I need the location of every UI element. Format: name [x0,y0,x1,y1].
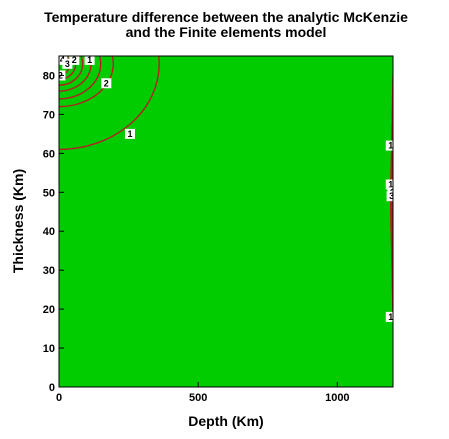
chart-title-line1: Temperature difference between the analy… [44,9,408,25]
y-tick-label: 60 [43,148,55,160]
contour-label: 1 [127,129,132,139]
contour-label-bg [386,191,393,202]
contour-label-bg [385,140,393,151]
y-axis-label: Thickness (Km) [10,169,26,273]
y-axis: 0 10 20 30 40 50 60 70 80 [43,70,64,394]
contour-label: 3 [65,59,70,69]
y-tick-label: 50 [43,187,55,199]
x-tick-label: 500 [189,392,207,404]
x-axis-label: Depth (Km) [188,413,263,429]
contour-label: 3 [389,191,394,201]
x-tick-label: 0 [56,392,62,404]
x-tick-label: 1000 [325,392,349,404]
contour-label-bg [385,311,393,322]
y-tick-label: 10 [43,343,55,355]
y-tick-label: 30 [43,265,55,277]
x-axis: 0 500 1000 [56,382,350,404]
contour-label: 1 [388,141,393,151]
contour-label: 1 [388,312,393,322]
contour-label-bg [62,58,73,69]
contour-label: 1 [87,55,92,65]
contour-line [59,56,160,151]
contour-label-bg [69,56,80,65]
chart-title-line2: and the Finite elements model [126,24,327,40]
contour-label: 2 [72,55,77,65]
contour-label: 4 [60,55,65,65]
contour-label: 2 [104,78,109,88]
contour-label-bg [385,179,393,190]
y-tick-label: 40 [43,226,55,238]
y-tick-label: 70 [43,109,55,121]
y-tick-label: 0 [49,382,55,394]
contour-label: 1 [388,180,393,190]
contour-label-bg [124,128,135,139]
contour-label-bg [84,56,95,65]
contour-line [59,56,102,100]
plot-frame [58,55,394,388]
contour-line [59,56,114,108]
y-tick-label: 20 [43,304,55,316]
plot-area [59,56,393,387]
y-tick-label: 80 [43,70,55,82]
contour-line [59,56,84,86]
contour-label-bg [101,78,112,89]
